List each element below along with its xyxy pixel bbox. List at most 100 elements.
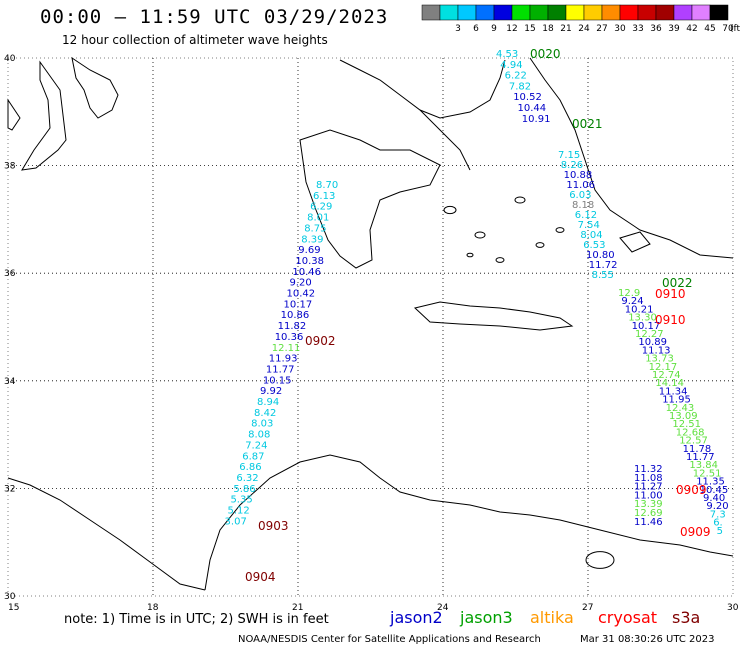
wave-height-value: 11.46: [634, 517, 663, 528]
wave-height-value: 10.46: [292, 267, 321, 278]
wave-height-value: 14.14: [655, 378, 684, 389]
wave-height-value: 8.26: [561, 160, 583, 171]
wave-height-value: 10.86: [281, 310, 310, 321]
axis-tick-labels: 15 18 21 24 27 30 40 38 36 34 32 30: [4, 54, 739, 613]
wave-height-value: 10.88: [564, 170, 593, 181]
page-title: 00:00 – 11:59 UTC 03/29/2023: [40, 6, 389, 28]
legend-label: 12: [506, 24, 517, 34]
wave-height-value: 11.82: [278, 321, 307, 332]
legend-swatch: [565, 4, 585, 21]
legend-swatch: [601, 4, 621, 21]
page-subtitle: 12 hour collection of altimeter wave hei…: [62, 33, 328, 47]
coastline-segment: [529, 57, 734, 259]
satellite-s3a: s3a: [672, 608, 701, 627]
wave-height-value: 12.11: [272, 343, 301, 354]
legend-swatch: [439, 4, 459, 21]
wave-height-value: 11.06: [566, 180, 595, 191]
wave-height-value: 6.86: [239, 462, 261, 473]
coastline-segment: [413, 301, 574, 331]
wave-height-value: 5: [717, 526, 723, 537]
wave-height-value: 10.21: [625, 304, 654, 315]
island: [535, 242, 545, 248]
lon-tick-label: 24: [437, 603, 449, 613]
legend-label: 6: [473, 24, 479, 34]
wave-height-value: 9.40: [703, 493, 725, 504]
legend-unit: (ft): [730, 24, 740, 34]
legend-label: 21: [560, 24, 571, 34]
satellite-jason3: jason3: [460, 608, 513, 627]
legend-label: 33: [632, 24, 643, 34]
wave-height-value: 9.20: [706, 501, 728, 512]
legend-swatch: [583, 4, 603, 21]
legend-label: 45: [704, 24, 715, 34]
island: [474, 231, 486, 239]
wave-height-value: 11.13: [642, 345, 671, 356]
island: [585, 551, 615, 569]
wave-height-value: 8.70: [316, 180, 338, 191]
pass-time-label: 0909: [680, 525, 711, 539]
island: [443, 205, 457, 215]
island: [514, 196, 526, 204]
wave-height-value: 4.94: [500, 60, 522, 71]
wave-height-value: 10.38: [295, 256, 324, 267]
wave-height-value: 8.55: [592, 270, 614, 281]
lon-tick-label: 21: [292, 603, 303, 613]
wave-height-value: 6.12: [575, 210, 597, 221]
legend-swatch: [619, 4, 639, 21]
wave-height-value: 12.17: [649, 362, 678, 373]
lat-tick-label: 34: [4, 377, 16, 387]
pass-time-label: 0904: [245, 570, 276, 584]
wave-height-value: 12.9: [618, 288, 640, 299]
legend-label: 9: [491, 24, 497, 34]
legend-label: 70: [722, 24, 734, 34]
coastline-segment: [299, 129, 441, 269]
lon-tick-label: 15: [8, 603, 19, 613]
lat-tick-label: 30: [4, 592, 16, 602]
wave-height-value: 10.15: [263, 375, 292, 386]
wave-height-value: 8.03: [251, 419, 273, 430]
coastline-segment: [419, 109, 471, 171]
wave-height-value: 10.17: [632, 321, 661, 332]
wave-height-value: 8.94: [257, 397, 279, 408]
wave-height-value: 12.27: [635, 329, 664, 340]
altimeter-tracks: 8.706.136.298.018.758.399.6910.3810.469.…: [225, 47, 729, 584]
pass-time-label: 0021: [572, 117, 603, 131]
track-904: 0904: [245, 570, 276, 584]
lon-tick-label: 18: [147, 603, 159, 613]
wave-height-value: 11.93: [269, 354, 298, 365]
wave-height-value: 6.03: [569, 190, 591, 201]
wave-height-value: 11.78: [683, 444, 712, 455]
pass-time-label: 0022: [662, 276, 693, 290]
wave-height-value: 11.77: [266, 364, 295, 375]
wave-height-value: 8.75: [304, 223, 326, 234]
satellite-altika: altika: [530, 608, 574, 627]
lon-tick-label: 27: [582, 603, 593, 613]
legend-swatch: [511, 4, 531, 21]
track-902: 8.706.136.298.018.758.399.6910.3810.469.…: [225, 180, 339, 527]
wave-height-value: 8.42: [254, 408, 276, 419]
legend-label: 15: [524, 24, 535, 34]
legend-swatch: [637, 4, 657, 21]
wave-height-value: 12.51: [693, 468, 722, 479]
legend-label: 24: [578, 24, 590, 34]
lat-tick-label: 40: [4, 54, 16, 64]
wave-height-value: 8.01: [307, 213, 329, 224]
legend-swatch: [691, 4, 711, 21]
lat-tick-label: 36: [4, 269, 16, 279]
legend-swatch: [709, 4, 729, 21]
wave-height-value: 12.43: [666, 403, 695, 414]
satellite-cryosat: cryosat: [598, 608, 658, 627]
legend-swatch: [547, 4, 567, 21]
wave-height-value: 8.39: [301, 234, 323, 245]
wave-height-value: 4.53: [496, 49, 518, 60]
track-022: 12.99.2410.2113.3010.1712.2710.8911.1313…: [618, 276, 729, 537]
legend-label: 36: [650, 24, 662, 34]
satellite-jason2: jason2: [390, 608, 443, 627]
wave-height-value: 7.24: [245, 440, 267, 451]
generated-timestamp: Mar 31 08:30:26 UTC 2023: [580, 634, 715, 645]
coastline-segment: [7, 98, 21, 131]
legend-swatch: [673, 4, 693, 21]
lat-tick-label: 38: [4, 162, 16, 172]
